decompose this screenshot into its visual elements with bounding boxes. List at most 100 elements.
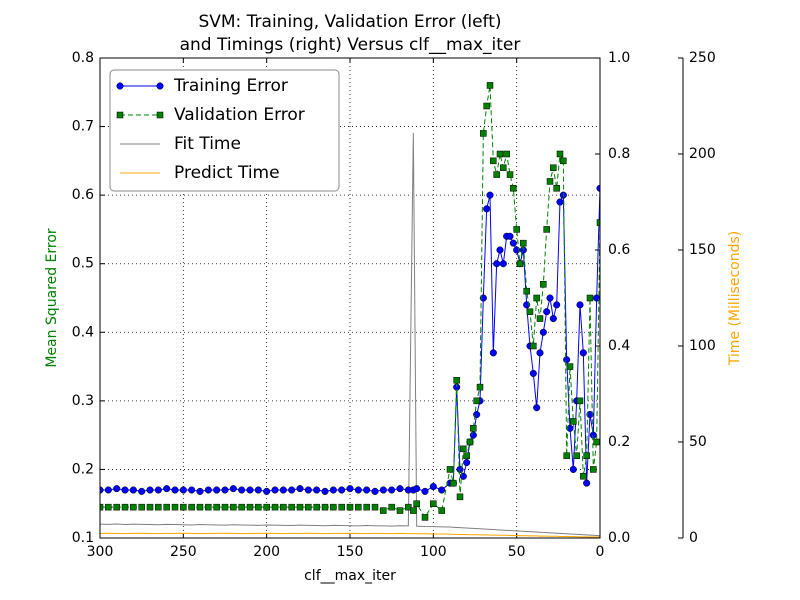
point bbox=[466, 438, 474, 446]
point bbox=[438, 507, 445, 514]
legend-box bbox=[109, 69, 340, 192]
point bbox=[520, 239, 527, 247]
x-tick-label: 0 bbox=[596, 544, 605, 560]
point bbox=[438, 486, 446, 494]
point bbox=[180, 503, 187, 511]
point bbox=[463, 459, 471, 467]
point bbox=[563, 356, 571, 364]
y-tick-label: 0.2 bbox=[72, 461, 94, 477]
point bbox=[354, 486, 362, 494]
y3-tick-label: 100 bbox=[689, 338, 716, 354]
point bbox=[113, 485, 121, 493]
point bbox=[321, 503, 329, 511]
point bbox=[493, 171, 500, 178]
point bbox=[453, 377, 460, 384]
point bbox=[490, 157, 497, 165]
point bbox=[516, 260, 524, 267]
point bbox=[396, 485, 404, 493]
point bbox=[238, 486, 246, 494]
y2-tick-label: 0.4 bbox=[608, 338, 630, 354]
plot-area bbox=[100, 82, 600, 538]
point bbox=[363, 486, 371, 494]
point bbox=[100, 503, 104, 511]
point bbox=[313, 486, 321, 494]
point bbox=[496, 150, 504, 158]
point bbox=[100, 486, 104, 494]
point bbox=[129, 486, 137, 494]
point bbox=[121, 486, 129, 494]
point bbox=[556, 198, 564, 206]
point bbox=[221, 503, 229, 511]
series-line bbox=[100, 532, 600, 538]
point bbox=[346, 485, 354, 493]
plot-frame bbox=[99, 57, 601, 539]
point bbox=[556, 150, 564, 158]
point bbox=[146, 486, 154, 494]
point bbox=[254, 486, 262, 494]
point bbox=[579, 349, 587, 357]
point bbox=[536, 315, 544, 322]
point bbox=[288, 503, 295, 511]
point bbox=[380, 507, 387, 514]
y-tick-label: 0.3 bbox=[72, 393, 94, 409]
point bbox=[496, 246, 504, 254]
y-axis-label: Mean Squared Error bbox=[44, 228, 60, 368]
point bbox=[413, 500, 420, 507]
point bbox=[138, 503, 145, 511]
point bbox=[304, 486, 312, 494]
point bbox=[540, 281, 547, 288]
point bbox=[163, 503, 170, 511]
point bbox=[543, 308, 551, 316]
point bbox=[171, 486, 179, 494]
point bbox=[460, 445, 467, 453]
legend-marker bbox=[116, 111, 124, 119]
point bbox=[296, 503, 304, 511]
point bbox=[154, 486, 162, 494]
legend-label: Validation Error bbox=[174, 105, 305, 125]
legend-label: Training Error bbox=[173, 76, 288, 96]
point bbox=[596, 219, 600, 226]
y2-tick-label: 0.6 bbox=[608, 242, 630, 258]
point bbox=[229, 485, 237, 493]
point bbox=[489, 349, 497, 357]
point bbox=[338, 486, 346, 494]
point bbox=[413, 485, 421, 493]
point bbox=[146, 503, 154, 511]
point bbox=[104, 486, 112, 494]
point bbox=[179, 486, 187, 494]
legend-marker bbox=[156, 111, 164, 119]
y3-axis-label: Time (Milliseconds) bbox=[727, 231, 743, 367]
point bbox=[321, 487, 329, 495]
point bbox=[396, 507, 404, 514]
y3-tick-label: 150 bbox=[689, 242, 716, 258]
point bbox=[526, 308, 534, 315]
point bbox=[550, 164, 557, 171]
point bbox=[533, 404, 541, 412]
x-tick-label: 200 bbox=[253, 544, 280, 560]
point bbox=[338, 503, 345, 511]
point bbox=[246, 503, 254, 511]
point bbox=[204, 486, 212, 494]
point bbox=[105, 503, 112, 511]
point bbox=[138, 487, 146, 495]
point bbox=[569, 465, 577, 473]
point bbox=[473, 397, 480, 405]
point bbox=[499, 260, 507, 268]
point bbox=[470, 425, 477, 432]
chart-title: SVM: Training, Validation Error (left) bbox=[198, 12, 501, 32]
point bbox=[503, 150, 510, 158]
point bbox=[539, 328, 547, 336]
point bbox=[593, 438, 600, 446]
series-line bbox=[100, 132, 600, 537]
point bbox=[456, 493, 464, 501]
point bbox=[188, 486, 196, 494]
point bbox=[196, 503, 204, 511]
point bbox=[469, 431, 477, 439]
y-tick-label: 0.5 bbox=[72, 256, 94, 272]
point bbox=[121, 503, 129, 511]
point bbox=[188, 503, 195, 511]
point bbox=[429, 483, 437, 491]
point bbox=[280, 503, 287, 511]
point bbox=[388, 486, 396, 494]
